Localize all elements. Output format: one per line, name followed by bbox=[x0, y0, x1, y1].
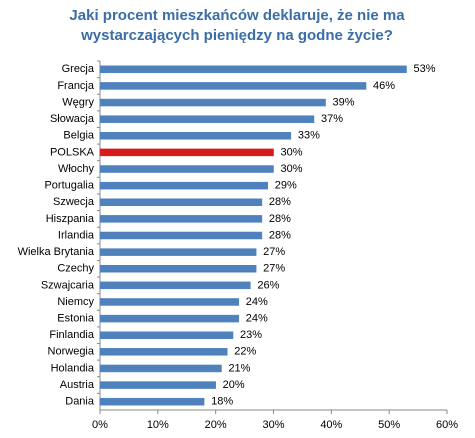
x-tick-label: 10% bbox=[147, 419, 169, 431]
value-label: 28% bbox=[269, 213, 291, 225]
x-tick-label: 40% bbox=[320, 419, 342, 431]
bar bbox=[99, 314, 240, 323]
y-tick-label: Finlandia bbox=[49, 329, 95, 341]
value-label: 30% bbox=[281, 163, 303, 175]
y-tick-label: Grecja bbox=[62, 63, 95, 75]
y-tick-label: Hiszpania bbox=[46, 213, 95, 225]
value-label: 39% bbox=[333, 96, 355, 108]
value-label: 37% bbox=[321, 113, 343, 125]
chart-title: wystarczających pieniędzy na godne życie… bbox=[80, 27, 393, 44]
y-tick-label: Włochy bbox=[58, 163, 95, 175]
bar bbox=[99, 148, 274, 157]
value-label: 26% bbox=[257, 279, 279, 291]
value-label: 24% bbox=[246, 313, 268, 325]
value-label: 29% bbox=[275, 180, 297, 192]
chart-title: Jaki procent mieszkańców deklaruje, że n… bbox=[69, 7, 405, 24]
y-tick-label: Norwegia bbox=[48, 346, 95, 358]
bar bbox=[99, 98, 326, 107]
value-label: 27% bbox=[263, 263, 285, 275]
y-tick-label: POLSKA bbox=[50, 146, 95, 158]
bar bbox=[99, 215, 263, 223]
value-label: 20% bbox=[223, 379, 245, 391]
y-tick-label: Belgia bbox=[63, 130, 94, 142]
x-tick-label: 20% bbox=[205, 419, 227, 431]
bar bbox=[99, 397, 205, 406]
bar bbox=[99, 132, 292, 140]
value-label: 21% bbox=[228, 362, 250, 374]
bar bbox=[99, 82, 367, 90]
x-tick-label: 60% bbox=[436, 419, 458, 431]
y-tick-label: Słowacja bbox=[50, 113, 95, 125]
y-tick-label: Dania bbox=[65, 396, 95, 408]
value-label: 33% bbox=[298, 130, 320, 142]
value-label: 28% bbox=[269, 229, 291, 241]
y-tick-label: Portugalia bbox=[44, 180, 94, 192]
bar bbox=[99, 198, 263, 207]
y-tick-label: Węgry bbox=[62, 96, 94, 108]
x-tick-label: 50% bbox=[378, 419, 400, 431]
bar bbox=[99, 264, 257, 273]
bar bbox=[99, 165, 274, 173]
bar bbox=[99, 381, 216, 389]
y-tick-label: Czechy bbox=[57, 263, 94, 275]
bar bbox=[99, 231, 263, 240]
value-label: 30% bbox=[281, 146, 303, 158]
y-tick-label: Wielka Brytania bbox=[18, 246, 95, 258]
y-tick-label: Niemcy bbox=[57, 296, 94, 308]
y-tick-label: Austria bbox=[60, 379, 95, 391]
bar bbox=[99, 348, 228, 356]
y-tick-label: Irlandia bbox=[58, 229, 95, 241]
y-tick-label: Estonia bbox=[57, 313, 95, 325]
y-tick-label: Szwecja bbox=[53, 196, 95, 208]
bar bbox=[99, 65, 407, 74]
bar bbox=[99, 248, 257, 256]
bar bbox=[99, 331, 234, 339]
value-label: 24% bbox=[246, 296, 268, 308]
y-tick-label: Holandia bbox=[51, 362, 95, 374]
bar bbox=[99, 181, 268, 190]
bar bbox=[99, 298, 240, 306]
value-label: 23% bbox=[240, 329, 262, 341]
y-tick-label: Francja bbox=[57, 80, 95, 92]
bar bbox=[99, 364, 222, 373]
value-label: 22% bbox=[234, 346, 256, 358]
x-tick-label: 0% bbox=[92, 419, 108, 431]
value-label: 27% bbox=[263, 246, 285, 258]
value-label: 18% bbox=[211, 396, 233, 408]
value-label: 28% bbox=[269, 196, 291, 208]
bar bbox=[99, 281, 251, 290]
y-tick-label: Szwajcaria bbox=[41, 279, 95, 291]
value-label: 53% bbox=[414, 63, 436, 75]
bar bbox=[99, 115, 315, 123]
x-tick-label: 30% bbox=[262, 419, 284, 431]
value-label: 46% bbox=[373, 80, 395, 92]
